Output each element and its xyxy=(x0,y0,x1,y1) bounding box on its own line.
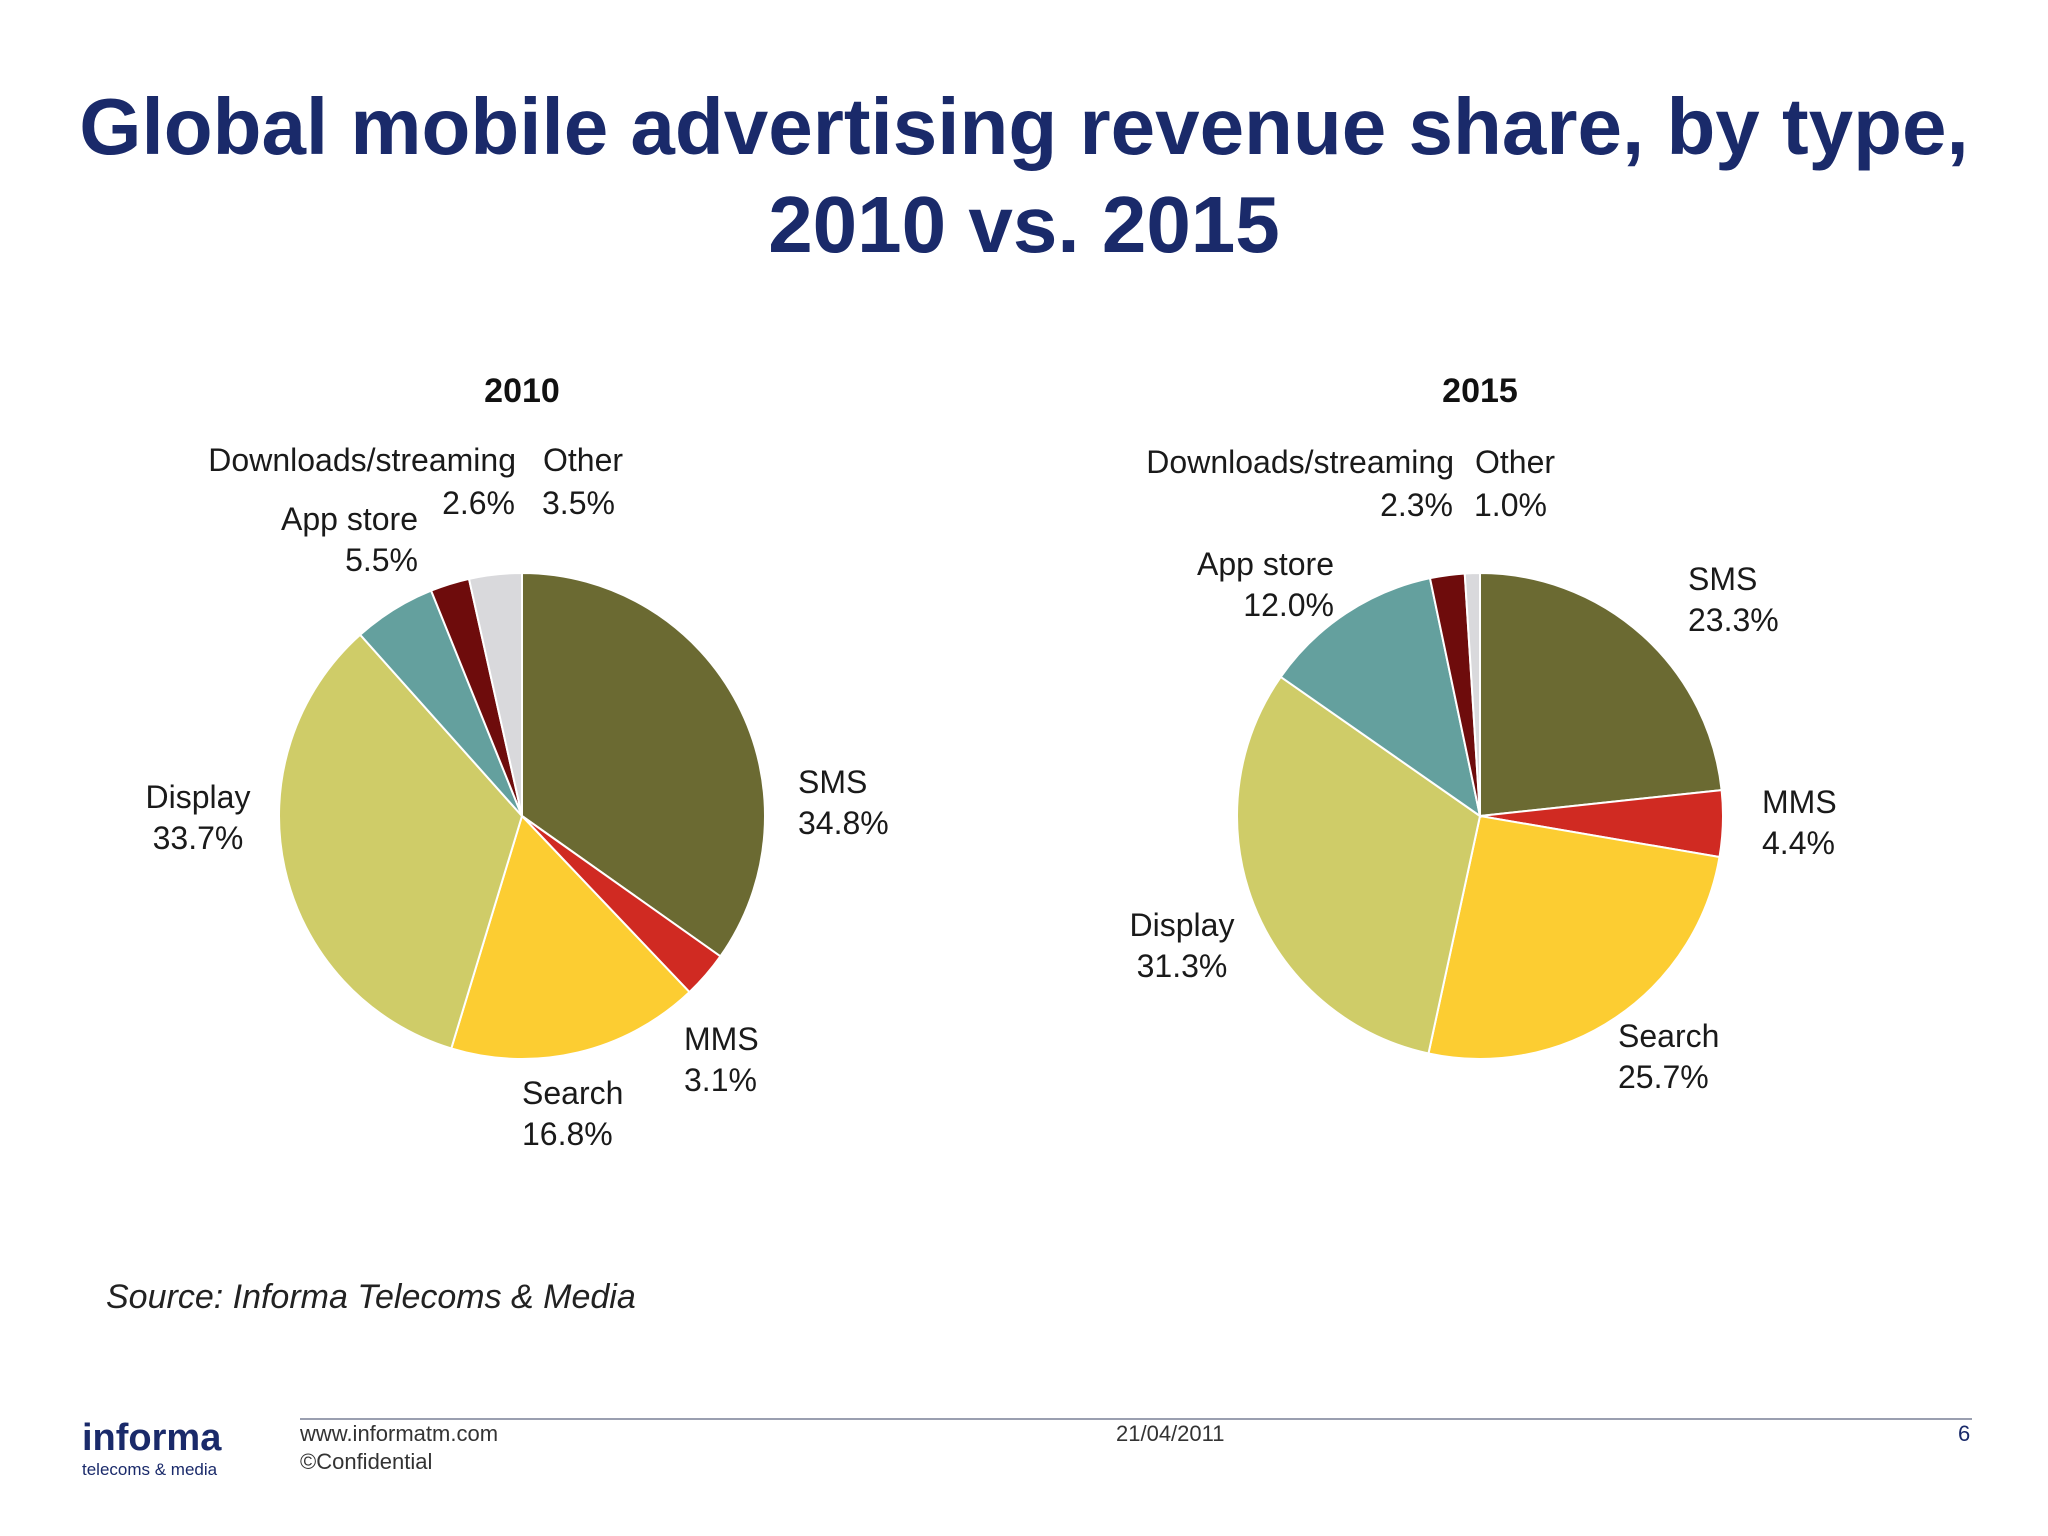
pie-value-2015-sms: 23.3% xyxy=(1688,602,1779,638)
pie-label-2015-mms: MMS xyxy=(1762,784,1837,820)
pie-slice-2010-other xyxy=(467,571,523,817)
logo-tagline: telecoms & media xyxy=(82,1460,218,1479)
pie-slice-2015-search xyxy=(1427,814,1721,1061)
footer-divider xyxy=(300,1418,1972,1420)
pie-label-2015-sms: SMS xyxy=(1688,561,1757,597)
pie-value-2015-downloads-streaming: 2.3% xyxy=(1380,487,1453,523)
slide-title-line-2: 2010 vs. 2015 xyxy=(768,180,1280,269)
pie-label-2010-search: Search xyxy=(522,1075,623,1111)
pie-value-2015-other: 1.0% xyxy=(1474,487,1547,523)
pie-title-2015: 2015 xyxy=(1442,372,1518,410)
source-note: Source: Informa Telecoms & Media xyxy=(106,1278,636,1316)
footer-url[interactable]: www.informatm.com xyxy=(300,1421,499,1446)
pie-label-2015-app-store: App store xyxy=(1197,546,1334,582)
pie-slice-2015-other xyxy=(1463,571,1481,817)
pie-value-2010-downloads-streaming: 2.6% xyxy=(442,485,515,521)
pie-label-2010-display: Display xyxy=(146,779,251,815)
pie-value-2015-search: 25.7% xyxy=(1618,1059,1709,1095)
pie-title-2010: 2010 xyxy=(484,372,560,410)
slide-title: Global mobile advertising revenue share,… xyxy=(40,78,2008,274)
pie-label-2010-mms: MMS xyxy=(684,1021,759,1057)
pie-label-2010-app-store: App store xyxy=(281,501,418,537)
pie-value-2015-display: 31.3% xyxy=(1137,948,1228,984)
pie-label-2010-sms: SMS xyxy=(798,764,867,800)
pie-chart-2015: 2015 SMS 23.3% MMS 4.4% Search 25.7% Display 31.… xyxy=(1130,372,1837,1095)
slide-title-line-1: Global mobile advertising revenue share,… xyxy=(79,82,1969,171)
pie-value-2010-app-store: 5.5% xyxy=(345,542,418,578)
pie-value-2015-mms: 4.4% xyxy=(1762,825,1835,861)
pie-slice-2015-app-store xyxy=(1279,577,1482,819)
pie-slice-2015-sms xyxy=(1479,571,1723,818)
logo-wordmark: informa xyxy=(82,1417,222,1459)
pie-value-2010-other: 3.5% xyxy=(542,485,615,521)
pie-label-2015-search: Search xyxy=(1618,1018,1719,1054)
pie-value-2015-app-store: 12.0% xyxy=(1243,587,1334,623)
footer-page-number: 6 xyxy=(1958,1421,1971,1446)
pie-label-2010-downloads-streaming: Downloads/streaming xyxy=(208,442,516,478)
pie-value-2010-display: 33.7% xyxy=(153,820,244,856)
pie-value-2010-sms: 34.8% xyxy=(798,805,889,841)
pie-label-2015-display: Display xyxy=(1130,907,1235,943)
pie-label-2015-downloads-streaming: Downloads/streaming xyxy=(1146,444,1454,480)
pie-slice-2015-display xyxy=(1236,675,1482,1055)
pie-value-2010-mms: 3.1% xyxy=(684,1062,757,1098)
footer-confidential: ©Confidential xyxy=(300,1449,433,1474)
pie-value-2010-search: 16.8% xyxy=(522,1116,613,1152)
pie-slice-2010-sms xyxy=(521,571,766,958)
informa-logo: informa telecoms & media xyxy=(82,1416,221,1480)
pie-slice-2010-search xyxy=(450,814,691,1060)
pie-label-2015-other: Other xyxy=(1475,444,1555,480)
footer-date: 21/04/2011 xyxy=(1116,1421,1225,1446)
pie-label-2010-other: Other xyxy=(543,442,623,478)
pie-chart-2010: 2010 SMS 34.8% MMS 3.1% Search 16.8% Display 33.… xyxy=(146,372,889,1152)
pie-slice-2010-display xyxy=(278,633,524,1050)
